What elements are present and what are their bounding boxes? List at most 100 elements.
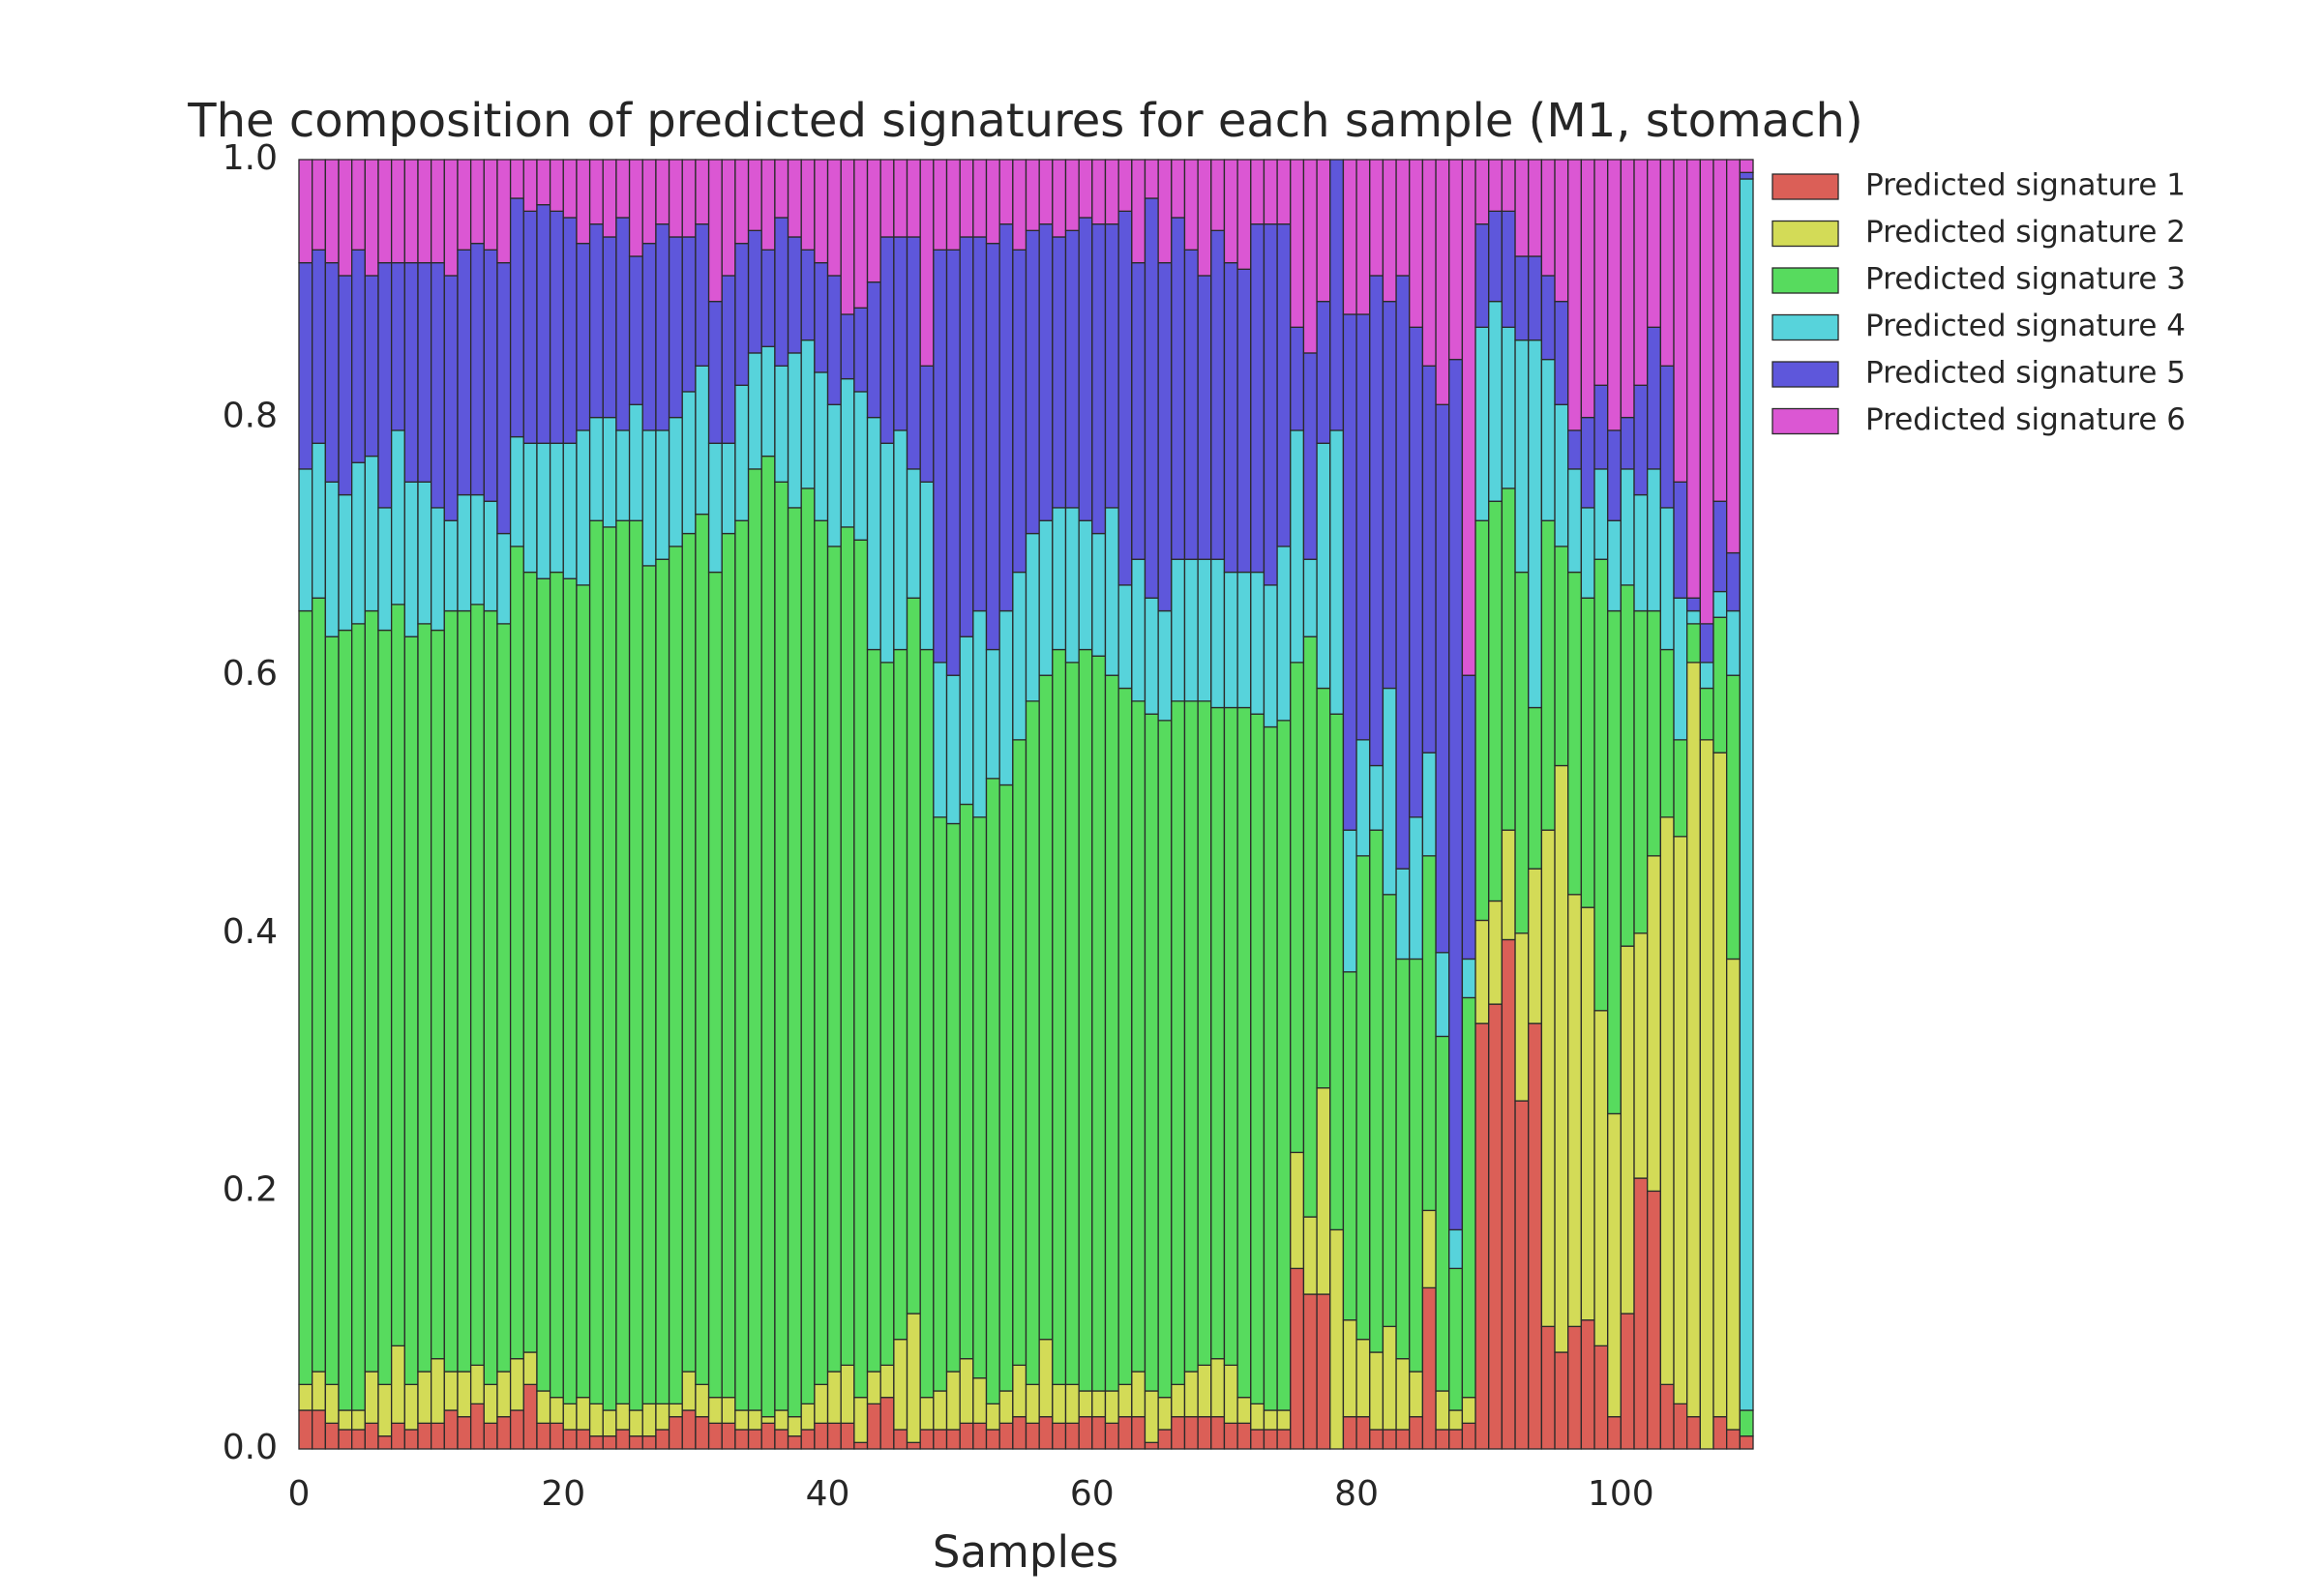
bar-segment (800, 488, 816, 1404)
bar-segment (893, 1429, 908, 1450)
bar-segment (1673, 481, 1688, 599)
bar-segment (509, 197, 524, 438)
bar-segment (866, 1371, 881, 1404)
bar-segment (826, 1371, 842, 1424)
bar-segment (1171, 1383, 1186, 1418)
bar-segment (1633, 493, 1649, 612)
bar-segment (1355, 855, 1371, 1341)
bar-segment (1064, 159, 1080, 231)
bar-segment (695, 365, 710, 516)
bar-segment (998, 783, 1014, 1392)
bar-segment (457, 159, 472, 251)
bar-segment (1435, 952, 1450, 1038)
x-tick-label: 60 (1070, 1474, 1115, 1514)
bar-segment (1620, 1313, 1635, 1450)
bar-segment (774, 365, 789, 483)
bar-segment (760, 455, 776, 1418)
bar-segment (1448, 1409, 1464, 1431)
bar-segment (998, 1422, 1014, 1450)
bar-segment (972, 159, 988, 238)
bar-segment (1104, 222, 1119, 509)
bar-segment (933, 249, 948, 664)
bar-segment (1144, 159, 1159, 199)
bar-segment (1607, 1112, 1622, 1418)
bar-segment (933, 159, 948, 251)
bar-segment (1157, 159, 1173, 264)
bar-segment (588, 1403, 604, 1437)
bar-segment (1712, 590, 1728, 618)
bar-segment (1633, 384, 1649, 496)
bar-segment (430, 1422, 445, 1450)
bar-segment (840, 313, 855, 380)
bar-segment (1607, 1416, 1622, 1450)
bar-segment (1223, 1364, 1238, 1424)
bar-segment (1197, 275, 1212, 560)
bar-segment (1382, 1429, 1397, 1450)
bar-segment (1302, 352, 1318, 560)
bar-segment (1686, 597, 1701, 612)
y-tick-label: 0.6 (223, 654, 278, 694)
bar-segment (1091, 159, 1107, 225)
bar-segment (1157, 1397, 1173, 1431)
bar-segment (959, 803, 974, 1360)
bar-segment (707, 159, 723, 303)
bar-segment (1409, 958, 1424, 1373)
bar-segment (483, 1422, 498, 1450)
bar-segment (1104, 1422, 1119, 1450)
legend-swatch (1771, 407, 1839, 435)
bar-segment (1514, 255, 1530, 341)
bar-segment (1659, 648, 1675, 818)
bar-segment (893, 429, 908, 651)
bar-segment (1342, 829, 1357, 973)
bar-segment (919, 365, 935, 483)
bar-segment (1171, 159, 1186, 219)
bar-segment (351, 249, 366, 463)
bar-segment (774, 1409, 789, 1431)
bar-segment (417, 159, 432, 264)
x-tick-label: 20 (541, 1474, 585, 1514)
bar-segment (1025, 159, 1040, 231)
bar-segment (1739, 1435, 1754, 1450)
bar-segment (668, 159, 683, 238)
bar-segment (1276, 546, 1292, 722)
bar-segment (655, 1429, 670, 1450)
bar-segment (1514, 159, 1530, 257)
bar-segment (430, 507, 445, 632)
bar-segment (721, 159, 736, 277)
bar-segment (1263, 584, 1278, 728)
bar-segment (1514, 571, 1530, 934)
bar-segment (933, 1429, 948, 1450)
bar-segment (734, 159, 750, 245)
bar-segment (403, 1429, 419, 1450)
bar-segment (893, 648, 908, 1341)
bar-segment (1223, 571, 1238, 709)
bar-segment (1157, 261, 1173, 612)
bar-segment (1210, 706, 1226, 1360)
bar-segment (1302, 159, 1318, 354)
bar-segment (668, 546, 683, 1404)
bar-segment (641, 1435, 657, 1450)
bar-segment (1290, 1151, 1305, 1270)
bar-segment (1528, 1022, 1543, 1450)
bar-segment (1012, 571, 1027, 741)
bar-segment (1501, 210, 1516, 328)
bar-segment (1144, 597, 1159, 715)
bar-segment (1052, 236, 1067, 509)
bar-segment (853, 1441, 869, 1450)
bar-segment (1038, 519, 1054, 676)
bar-segment (1131, 159, 1146, 264)
bar-segment (747, 352, 762, 470)
bar-segment (1038, 1416, 1054, 1450)
bar-segment (1210, 1358, 1226, 1418)
bar-segment (364, 275, 379, 458)
bar-segment (1263, 1429, 1278, 1450)
bar-segment (1712, 752, 1728, 1418)
bar-segment (1673, 597, 1688, 741)
bar-segment (390, 1345, 405, 1424)
bar-segment (707, 1422, 723, 1450)
bar-segment (562, 442, 578, 579)
bar-segment (1290, 326, 1305, 431)
bar-segment (840, 377, 855, 528)
bar-segment (1474, 222, 1490, 328)
bar-segment (1554, 546, 1569, 767)
